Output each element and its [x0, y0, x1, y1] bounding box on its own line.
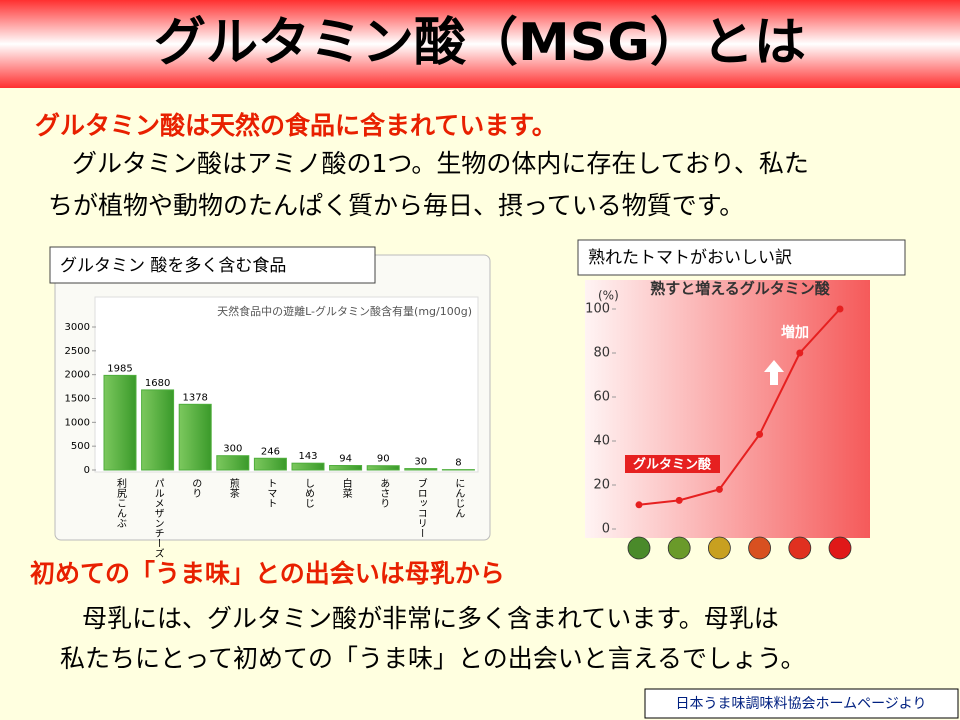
bar — [216, 455, 250, 471]
bar — [103, 374, 137, 471]
x-tick-label: 利尻こんぶ — [115, 478, 127, 528]
value-label: 1985 — [107, 363, 132, 374]
caption-box — [577, 239, 906, 276]
y-tick-label: 0 — [602, 522, 610, 537]
bar — [366, 465, 400, 471]
tomato-icon — [748, 536, 771, 560]
tomato-icon — [667, 536, 691, 560]
y-tick-label: 0 — [84, 465, 90, 476]
value-label: 94 — [339, 454, 352, 465]
legend-box — [625, 455, 720, 473]
legend-label: グルタミン酸 — [633, 457, 712, 473]
y-label: (%) — [598, 289, 619, 303]
tomato-icon — [828, 536, 852, 560]
title-band — [0, 0, 960, 88]
y-tick-label: 2500 — [65, 346, 90, 357]
heading: 初めての「うま味」との出会いは母乳から — [30, 559, 505, 588]
heading: グルタミン酸は天然の食品に含まれています。 — [35, 111, 557, 140]
x-tick-label: のり — [190, 478, 202, 498]
x-tick-label: にんじん — [453, 478, 465, 518]
bar — [141, 389, 175, 471]
y-tick-label: 1000 — [65, 417, 90, 428]
x-tick-label: 白菜 — [340, 477, 352, 499]
point — [635, 501, 643, 509]
y-tick-label: 40 — [593, 434, 610, 449]
line — [638, 308, 841, 506]
x-tick-label: ブロッコリー — [415, 477, 426, 538]
bar — [253, 457, 287, 471]
point — [756, 430, 764, 438]
x-tick-label: トマト — [265, 478, 276, 508]
x-tick-label: あさり — [378, 478, 389, 508]
x-tick-label: しめじ — [303, 478, 315, 508]
x-tick-label: パルメザンチーズ — [152, 478, 164, 558]
slide-title: グルタミン酸（MSG）とは — [154, 13, 806, 73]
caption: グルタミン 酸を多く含む食品 — [60, 256, 286, 276]
value-label: 30 — [414, 457, 427, 468]
caption-box — [49, 246, 376, 284]
value-label: 1680 — [145, 378, 170, 389]
value-label: 143 — [298, 451, 317, 462]
y-tick-label: 60 — [593, 390, 610, 405]
y-tick-label: 100 — [585, 302, 610, 317]
bar — [329, 465, 363, 471]
bar — [178, 403, 212, 471]
chart-title: 天然食品中の遊離L-グルタミン酸含有量(mg/100g) — [217, 304, 472, 318]
body-line: グルタミン酸はアミノ酸の1つ。生物の体内に存在しており、私た — [72, 149, 809, 178]
body-line: 私たちにとって初めての「うま味」との出会いと言えるでしょう。 — [60, 644, 806, 673]
tomato-icon — [708, 536, 731, 560]
tomato-icon — [788, 536, 812, 560]
caption: 熟れたトマトがおいしい訳 — [588, 247, 792, 268]
value-label: 300 — [223, 444, 242, 455]
y-tick-label: 1500 — [65, 394, 90, 405]
y-tick-label: 20 — [593, 478, 610, 493]
arrow — [764, 360, 784, 385]
x-tick-label: 煎茶 — [227, 477, 239, 498]
point — [836, 305, 844, 313]
bar — [404, 468, 438, 471]
tomato-icon — [627, 536, 651, 560]
y-tick-label: 2000 — [65, 370, 90, 381]
value-label: 246 — [261, 446, 280, 457]
point — [675, 496, 683, 504]
value-label: 8 — [455, 458, 461, 469]
annotation: 増加 — [781, 324, 809, 341]
bar — [291, 462, 325, 471]
source-box — [644, 688, 959, 719]
chart-title: 熟すと増えるグルタミン酸 — [650, 280, 831, 298]
body-line: ちが植物や動物のたんぱく質から毎日、摂っている物質です。 — [48, 191, 744, 220]
body-line: 母乳には、グルタミン酸が非常に多く含まれています。母乳は — [82, 604, 779, 633]
point — [796, 349, 804, 357]
line-panel — [585, 280, 870, 538]
y-tick-label: 80 — [593, 346, 610, 361]
y-tick-label: 3000 — [65, 322, 90, 333]
value-label: 1378 — [182, 392, 207, 403]
y-tick-label: 500 — [71, 441, 90, 452]
source: 日本うま味調味料協会ホームページより — [675, 696, 926, 712]
value-label: 90 — [377, 454, 390, 465]
point — [715, 485, 723, 493]
